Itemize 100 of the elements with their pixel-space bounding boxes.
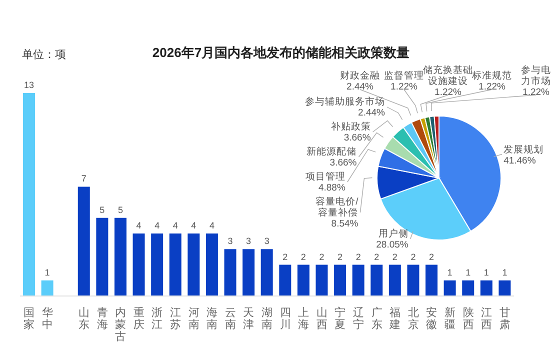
- chart-title: 2026年7月国内各地发布的储能相关政策数量: [152, 45, 410, 60]
- bar: [132, 234, 145, 296]
- data-label: 2: [392, 252, 398, 262]
- slice-label: 发展规划: [504, 142, 544, 155]
- data-label: 4: [154, 220, 160, 231]
- x-tick-label: 上海: [298, 306, 310, 331]
- slice-label: 容量电价/容量补偿: [316, 195, 359, 218]
- bar: [206, 234, 218, 296]
- bar: [498, 280, 511, 296]
- data-label: 2: [410, 252, 416, 262]
- data-label: 2.44%: [346, 81, 374, 92]
- data-label: 7: [81, 174, 86, 184]
- slice-label: 监督管理: [384, 69, 424, 82]
- data-label: 4: [191, 220, 196, 231]
- x-tick-label: 国家: [24, 307, 35, 331]
- bar: [224, 249, 236, 296]
- data-label: 3: [246, 236, 252, 246]
- data-label: 3: [264, 236, 270, 246]
- x-tick-label: 海南: [206, 307, 218, 331]
- data-label: 1: [44, 267, 50, 278]
- x-tick-label: 安徽: [426, 306, 438, 331]
- data-label: 4: [209, 220, 214, 231]
- bar: [352, 264, 364, 296]
- bar: [462, 280, 474, 296]
- bar: [388, 264, 401, 296]
- bar: [151, 234, 164, 296]
- slice-label: 标准规范: [471, 69, 512, 82]
- x-tick-label: 华中: [42, 307, 53, 331]
- bar: [242, 249, 255, 296]
- data-label: 2: [374, 252, 380, 262]
- data-label: 28.05%: [376, 238, 409, 250]
- slice-label: 储充换基础设施建设: [423, 64, 473, 87]
- bar: [426, 264, 438, 296]
- bar: [114, 218, 126, 296]
- data-label: 8.54%: [331, 218, 359, 230]
- slice-label: 参与辅助服务市场: [304, 95, 385, 108]
- slice-label: 用户侧: [378, 226, 408, 239]
- data-label: 4: [136, 220, 142, 231]
- data-label: 4.88%: [318, 182, 346, 194]
- bar: [480, 280, 492, 296]
- data-label: 2: [429, 252, 434, 262]
- bar: [78, 186, 90, 296]
- x-tick-label: 福建: [388, 306, 401, 331]
- data-label: 1: [466, 267, 471, 278]
- x-tick-label: 山西: [316, 306, 328, 331]
- x-tick-label: 四川: [280, 307, 291, 331]
- bar: [260, 249, 273, 296]
- slice-label: 补贴政策: [330, 120, 371, 132]
- data-label: 1.22%: [434, 86, 462, 98]
- x-tick-label: 新疆: [444, 306, 456, 331]
- x-tick-label: 陕西: [462, 307, 474, 331]
- x-tick-label: 北京: [408, 306, 419, 331]
- data-label: 41.46%: [504, 154, 536, 166]
- data-label: 2: [300, 252, 306, 262]
- bar: [297, 264, 310, 296]
- x-tick-label: 河南: [188, 307, 200, 331]
- text: 单位：项: [22, 48, 66, 62]
- slice-label: 财政金融: [340, 69, 380, 82]
- slice-label: 参与电力市场: [521, 64, 551, 87]
- x-tick-label: 宁夏: [334, 306, 346, 331]
- data-label: 2: [356, 252, 361, 262]
- x-tick-label: 青海: [96, 306, 108, 331]
- bar: [334, 264, 346, 296]
- data-label: 1.22%: [478, 81, 506, 92]
- data-label: 5: [118, 204, 123, 215]
- data-label: 2: [338, 252, 343, 262]
- bar: [169, 234, 182, 296]
- data-label: 2: [282, 252, 288, 262]
- data-label: 1: [484, 267, 489, 278]
- data-label: 1: [502, 267, 508, 278]
- data-label: 1.22%: [522, 86, 550, 98]
- data-label: 4: [172, 220, 178, 231]
- x-tick-label: 江西: [481, 307, 492, 331]
- slice-label: 新能源配储: [306, 145, 357, 158]
- data-label: 3.66%: [344, 132, 372, 144]
- x-tick-label: 云南: [224, 307, 236, 331]
- x-tick-label: 湖南: [262, 307, 272, 331]
- x-tick-label: 重庆: [133, 306, 144, 331]
- x-tick-label: 甘肃: [499, 306, 510, 331]
- bar: [23, 93, 35, 296]
- x-tick-label: 江苏: [170, 307, 182, 331]
- x-tick-label: 广东: [371, 306, 382, 331]
- x-tick-label: 天津: [243, 307, 254, 331]
- data-label: 3: [228, 236, 233, 246]
- slice-label: 项目管理: [305, 171, 346, 182]
- data-label: 2: [319, 252, 324, 262]
- bar: [316, 264, 328, 296]
- x-tick-label: 山东: [78, 306, 90, 331]
- data-label: 2.44%: [358, 107, 386, 118]
- data-label: 1: [447, 267, 452, 278]
- bar: [444, 280, 456, 296]
- data-label: 3.66%: [330, 157, 358, 168]
- bar: [41, 280, 54, 296]
- data-label: 13: [24, 80, 34, 90]
- bar: [188, 234, 200, 296]
- x-tick-label: 辽宁: [352, 307, 364, 331]
- bar: [370, 264, 383, 296]
- bar: [279, 264, 292, 296]
- data-label: 1.22%: [390, 81, 418, 92]
- bar: [96, 218, 108, 296]
